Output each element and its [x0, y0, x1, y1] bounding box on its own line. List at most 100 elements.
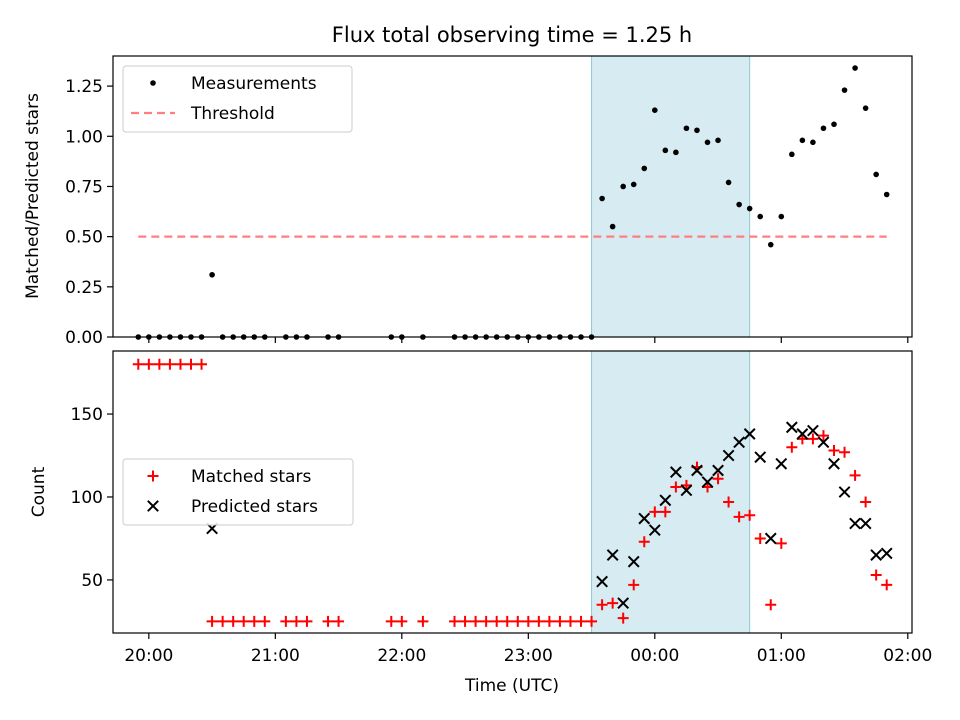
- data-point: [746, 205, 753, 212]
- data-point: [712, 473, 724, 485]
- data-point: [733, 436, 746, 449]
- data-point: [659, 494, 672, 507]
- y-tick-label: 0.50: [65, 228, 103, 248]
- data-point: [630, 181, 637, 188]
- legend-label: Matched stars: [191, 467, 311, 487]
- measurements-panel: 0.00 0.25 0.50 0.75 1.00 1.25 Measurements Thre…: [65, 55, 913, 348]
- y-tick-label: 0.75: [65, 177, 103, 197]
- x-tick-label: 00:00: [630, 646, 679, 666]
- data-point: [670, 481, 682, 493]
- legend: Measurements Threshold: [122, 65, 353, 133]
- y-tick-label: 0.25: [65, 278, 103, 298]
- data-point: [617, 612, 629, 624]
- data-point: [596, 599, 608, 611]
- data-point: [862, 105, 869, 111]
- data-point: [785, 421, 798, 434]
- y-tick-label: 50: [81, 571, 103, 591]
- data-point: [810, 139, 816, 146]
- data-point: [599, 195, 605, 202]
- data-point: [259, 615, 271, 627]
- data-point: [617, 597, 630, 610]
- data-point: [385, 615, 397, 627]
- data-point: [715, 137, 721, 144]
- data-point: [280, 615, 292, 627]
- data-point: [723, 496, 735, 508]
- legend-label: Predicted stars: [191, 497, 318, 517]
- data-point: [596, 575, 609, 588]
- data-point: [789, 151, 795, 158]
- data-point: [673, 149, 679, 156]
- data-point: [849, 517, 861, 530]
- data-point: [641, 165, 648, 172]
- data-point: [470, 615, 482, 627]
- data-point: [290, 615, 302, 627]
- data-point: [164, 358, 176, 370]
- data-point: [765, 599, 777, 611]
- data-point: [480, 615, 492, 627]
- highlight-span: [591, 350, 751, 634]
- data-point: [196, 358, 208, 370]
- data-point: [831, 121, 837, 128]
- data-point: [754, 532, 766, 544]
- data-point: [491, 615, 503, 627]
- data-point: [852, 65, 858, 71]
- y-tick-label: 1.00: [65, 127, 103, 147]
- y-tick-label: 1.25: [65, 77, 103, 97]
- series-measurements: [135, 65, 890, 340]
- legend-marker: [147, 500, 159, 512]
- data-point: [839, 446, 851, 458]
- data-point: [859, 517, 872, 530]
- data-point: [799, 137, 806, 144]
- data-point: [564, 615, 576, 627]
- data-point: [543, 615, 555, 627]
- data-point: [860, 496, 872, 508]
- data-point: [841, 87, 848, 93]
- data-point: [609, 223, 616, 230]
- data-point: [849, 469, 861, 481]
- legend-item: Measurements: [150, 74, 317, 94]
- legend-marker: [147, 470, 159, 482]
- x-tick-label: 22:00: [377, 646, 426, 666]
- legend-marker: [150, 80, 156, 86]
- data-point: [817, 430, 829, 442]
- data-point: [870, 549, 883, 561]
- highlight-span: [591, 55, 751, 338]
- data-point: [522, 615, 534, 627]
- data-point: [775, 457, 788, 470]
- data-point: [786, 441, 798, 453]
- data-point: [333, 615, 345, 627]
- top-y-axis-label: Matched/Predicted stars: [23, 93, 43, 299]
- data-point: [512, 615, 524, 627]
- data-point: [701, 476, 714, 488]
- data-point: [459, 615, 471, 627]
- y-tick-label: 150: [71, 405, 103, 425]
- series-matched-stars: [132, 358, 893, 627]
- data-point: [796, 428, 809, 440]
- data-point: [683, 125, 690, 132]
- data-point: [725, 179, 732, 186]
- data-point: [828, 457, 840, 470]
- data-point: [238, 615, 250, 627]
- data-point: [248, 615, 260, 627]
- x-tick-label: 23:00: [504, 646, 553, 666]
- data-point: [606, 549, 619, 561]
- data-point: [764, 532, 777, 545]
- x-tick-label: 20:00: [124, 646, 173, 666]
- x-tick-label: 02:00: [883, 646, 932, 666]
- data-point: [754, 451, 767, 464]
- data-point: [607, 597, 619, 609]
- data-point: [691, 464, 703, 477]
- chart-title: Flux total observing time = 1.25 h: [332, 23, 692, 47]
- x-axis-label: Time (UTC): [464, 676, 559, 696]
- y-tick-label: 100: [71, 488, 103, 508]
- data-point: [417, 615, 429, 627]
- data-point: [736, 201, 742, 208]
- data-point: [206, 615, 218, 627]
- legend-item: Matched stars: [147, 467, 311, 487]
- data-point: [648, 524, 661, 537]
- data-point: [767, 241, 774, 248]
- data-point: [301, 615, 313, 627]
- data-point: [449, 615, 461, 627]
- data-point: [873, 171, 879, 178]
- data-point: [627, 555, 640, 568]
